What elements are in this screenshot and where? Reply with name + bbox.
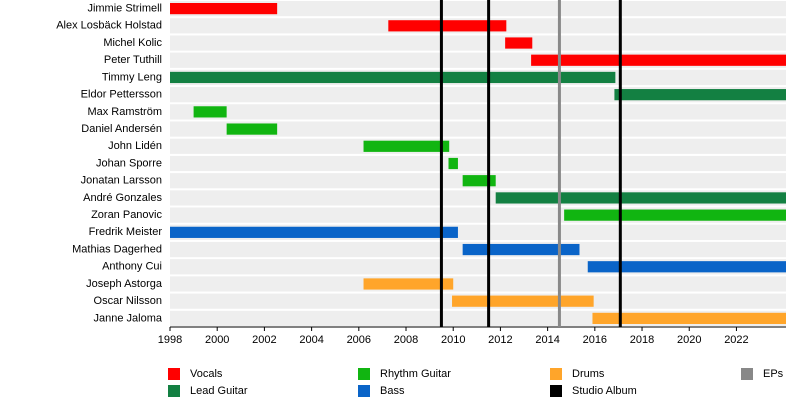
x-tick-label: 2020: [677, 334, 701, 346]
x-tick-label: 1998: [158, 334, 182, 346]
y-tick-label: Oscar Nilsson: [94, 295, 162, 307]
legend-swatch: [741, 368, 753, 380]
y-tick-label: Alex Losbäck Holstad: [56, 20, 162, 32]
legend-label: Rhythm Guitar: [380, 368, 451, 380]
member-bar: [363, 140, 450, 152]
x-tick-label: 2010: [441, 334, 465, 346]
row-band: [170, 104, 786, 120]
y-tick-label: Zoran Panovic: [91, 209, 162, 221]
y-tick-label: Max Ramström: [87, 106, 162, 118]
y-tick-label: André Gonzales: [83, 192, 162, 204]
x-tick-label: 2008: [394, 334, 418, 346]
x-tick-label: 2002: [252, 334, 276, 346]
y-tick-label: Joseph Astorga: [86, 278, 163, 290]
legend-label: Lead Guitar: [190, 385, 248, 397]
legend-swatch: [550, 368, 562, 380]
member-bar: [388, 20, 507, 32]
legend-swatch: [168, 385, 180, 397]
member-bar: [448, 157, 458, 170]
y-tick-label: Jonatan Larsson: [81, 175, 162, 187]
legend-swatch: [358, 368, 370, 380]
y-tick-label: Michel Kolic: [103, 37, 162, 49]
x-tick-label: 2022: [724, 334, 748, 346]
member-bar: [587, 261, 786, 273]
legend-label: Vocals: [190, 368, 223, 380]
y-tick-label: Mathias Dagerhed: [72, 243, 162, 255]
y-tick-label: Timmy Leng: [102, 71, 162, 83]
member-bar: [564, 209, 786, 221]
x-tick-label: 2006: [347, 334, 371, 346]
member-bar: [592, 312, 786, 324]
row-band: [170, 1, 786, 17]
member-bar: [226, 123, 278, 135]
member-bar: [193, 106, 227, 118]
legend-label: Drums: [572, 368, 605, 380]
y-tick-label: Peter Tuthill: [104, 54, 162, 66]
x-tick-label: 2000: [205, 334, 229, 346]
member-bar: [462, 243, 580, 256]
member-bar: [452, 295, 594, 307]
member-bar: [614, 89, 786, 101]
y-tick-label: Fredrik Meister: [89, 226, 163, 238]
member-bar: [170, 3, 278, 15]
legend-swatch: [168, 368, 180, 380]
legend-label: EPs: [763, 368, 784, 380]
y-tick-label: John Lidén: [108, 140, 162, 152]
member-bar: [462, 175, 496, 187]
member-bar: [531, 54, 786, 66]
member-bar: [495, 192, 786, 204]
y-tick-label: Eldor Pettersson: [81, 89, 162, 101]
x-tick-label: 2016: [583, 334, 607, 346]
member-bar: [505, 37, 533, 49]
row-band: [170, 121, 786, 137]
legend-swatch: [358, 385, 370, 397]
y-tick-label: Jimmie Strimell: [87, 3, 162, 15]
x-tick-label: 2014: [535, 334, 559, 346]
legend-label: Studio Album: [572, 385, 637, 397]
member-bar: [170, 226, 458, 238]
x-tick-label: 2012: [488, 334, 512, 346]
member-bar: [363, 278, 454, 290]
member-bar: [170, 71, 616, 84]
legend-swatch: [550, 385, 562, 397]
legend-label: Bass: [380, 385, 405, 397]
y-tick-label: Daniel Andersén: [81, 123, 162, 135]
y-tick-label: Johan Sporre: [96, 157, 162, 169]
row-band: [170, 138, 786, 154]
y-tick-label: Janne Jaloma: [94, 312, 163, 324]
x-tick-label: 2018: [630, 334, 654, 346]
row-band: [170, 155, 786, 172]
row-band: [170, 35, 786, 51]
y-tick-label: Anthony Cui: [102, 261, 162, 273]
x-tick-label: 2004: [299, 334, 323, 346]
row-band: [170, 276, 786, 292]
